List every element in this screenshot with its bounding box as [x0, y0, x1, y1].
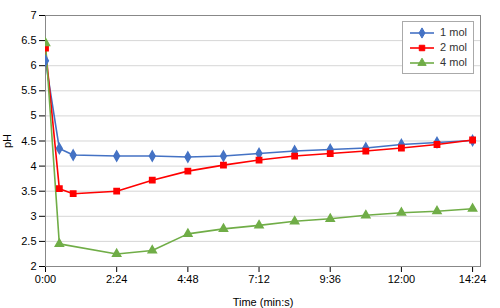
svg-text:6: 6	[30, 59, 36, 71]
svg-text:Time (min:s): Time (min:s)	[233, 296, 294, 308]
svg-text:4:48: 4:48	[177, 273, 198, 285]
svg-text:5.5: 5.5	[21, 84, 36, 96]
svg-text:3: 3	[30, 210, 36, 222]
html-text:2 mol: 2 mol	[440, 41, 467, 53]
html-text:4 mol: 4 mol	[440, 56, 467, 68]
html-text:1 mol: 1 mol	[440, 26, 467, 38]
svg-text:2.5: 2.5	[21, 235, 36, 247]
svg-text:2:24: 2:24	[106, 273, 127, 285]
svg-text:6.5: 6.5	[21, 34, 36, 46]
svg-text:14:24: 14:24	[459, 273, 487, 285]
svg-text:3.5: 3.5	[21, 185, 36, 197]
svg-text:4: 4	[30, 160, 36, 172]
svg-text:9:36: 9:36	[320, 273, 341, 285]
svg-text:5: 5	[30, 109, 36, 121]
svg-text:pH: pH	[1, 134, 13, 148]
svg-text:12:00: 12:00	[388, 273, 416, 285]
svg-text:7: 7	[30, 9, 36, 21]
svg-text:0:00: 0:00	[35, 273, 56, 285]
svg-text:2: 2	[30, 260, 36, 272]
svg-text:7:12: 7:12	[248, 273, 269, 285]
svg-text:4.5: 4.5	[21, 135, 36, 147]
